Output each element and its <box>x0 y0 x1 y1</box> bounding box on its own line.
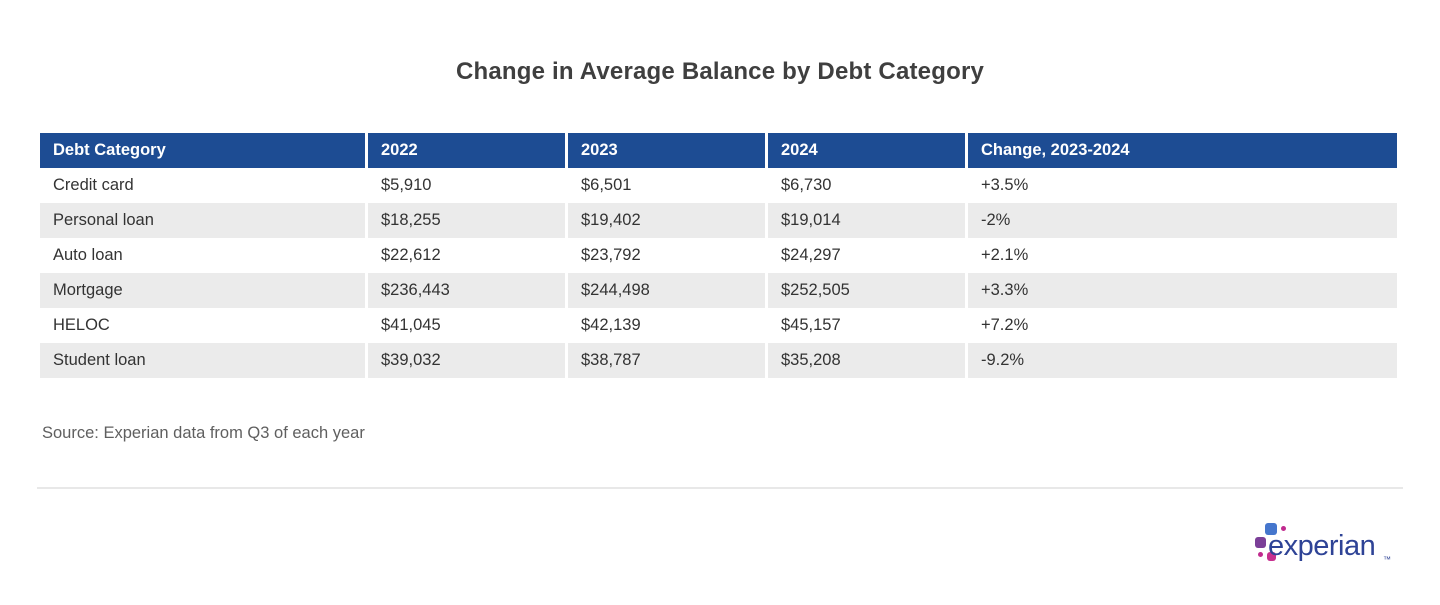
table-cell: +2.1% <box>965 238 1397 273</box>
table-cell: $18,255 <box>365 203 565 238</box>
experian-logo-block-icon <box>1258 552 1263 557</box>
experian-logo-block-icon <box>1255 537 1266 548</box>
table-cell: $42,139 <box>565 308 765 343</box>
table-cell: $35,208 <box>765 343 965 378</box>
table-cell: +7.2% <box>965 308 1397 343</box>
table-cell: $39,032 <box>365 343 565 378</box>
row-category: Credit card <box>53 176 134 194</box>
trademark-symbol: ™ <box>1383 555 1391 564</box>
table-cell: -9.2% <box>965 343 1397 378</box>
row-category: Mortgage <box>40 273 365 308</box>
table-cell: $19,402 <box>565 203 765 238</box>
column-header-2022: 2022 <box>365 133 565 168</box>
table-cell: $23,792 <box>565 238 765 273</box>
table-cell: $38,787 <box>565 343 765 378</box>
table-row-mortgage: Mortgage $236,443 $244,498 $252,505 +3.3… <box>40 273 1397 308</box>
table-cell: $236,443 <box>365 273 565 308</box>
experian-logo-block-icon <box>1267 552 1276 561</box>
table-row-credit-card: Credit card $5,910 $6,501 $6,730 +3.5% <box>40 168 1397 203</box>
page-title: Change in Average Balance by Debt Catego… <box>455 58 985 85</box>
column-header-2023: 2023 <box>565 133 765 168</box>
table-row-auto-loan: Auto loan $22,612 $23,792 $24,297 +2.1% <box>40 238 1397 273</box>
table-row-personal-loan: Personal loan $18,255 $19,402 $19,014 -2… <box>40 203 1397 238</box>
experian-logo-block-icon <box>1265 523 1277 535</box>
row-category: Auto loan <box>53 246 123 264</box>
column-header-debt-category: Debt Category <box>40 133 365 168</box>
column-header-change: Change, 2023-2024 <box>965 133 1397 168</box>
column-header-2024: 2024 <box>765 133 965 168</box>
balance-table: Debt Category 2022 2023 2024 Change, 202… <box>40 133 1397 378</box>
experian-logo-block-icon <box>1281 526 1286 531</box>
source-note: Source: Experian data from Q3 of each ye… <box>42 424 365 442</box>
table-cell: $5,910 <box>365 168 565 203</box>
table-cell: $252,505 <box>765 273 965 308</box>
table-cell: -2% <box>965 203 1397 238</box>
table-header-row: Debt Category 2022 2023 2024 Change, 202… <box>40 133 1397 168</box>
table-cell: $6,501 <box>565 168 765 203</box>
table-row-student-loan: Student loan $39,032 $38,787 $35,208 -9.… <box>40 343 1397 378</box>
table-cell: $45,157 <box>765 308 965 343</box>
experian-wordmark: experian <box>1268 530 1376 562</box>
table-cell: $24,297 <box>765 238 965 273</box>
table-cell: $22,612 <box>365 238 565 273</box>
experian-logo: experian ™ <box>1255 521 1391 573</box>
table-cell: $244,498 <box>565 273 765 308</box>
footer-divider <box>37 487 1403 489</box>
table-cell: $41,045 <box>365 308 565 343</box>
row-category: HELOC <box>53 316 110 334</box>
table-cell: +3.3% <box>965 273 1397 308</box>
table-row-heloc: HELOC $41,045 $42,139 $45,157 +7.2% <box>40 308 1397 343</box>
row-category: Personal loan <box>40 203 365 238</box>
table-cell: $19,014 <box>765 203 965 238</box>
row-category: Student loan <box>40 343 365 378</box>
table-cell: +3.5% <box>965 168 1397 203</box>
table-cell: $6,730 <box>765 168 965 203</box>
